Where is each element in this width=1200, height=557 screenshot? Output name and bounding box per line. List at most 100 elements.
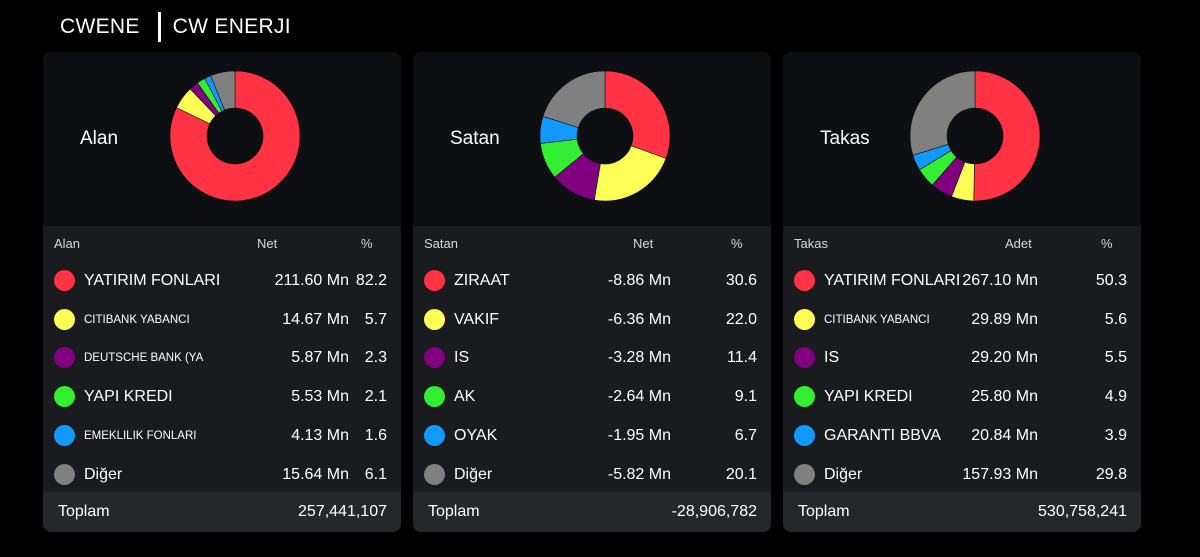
table-header: Satan Net%	[413, 236, 771, 252]
donut-slice-6	[542, 70, 606, 128]
legend-color-dot	[794, 386, 815, 408]
donut-chart	[539, 70, 671, 202]
row-name: Diğer	[824, 465, 863, 483]
donut-chart	[909, 70, 1041, 202]
row-percent: 20.1	[725, 465, 757, 483]
panel-takas: Takas Takas Adet% YATIRIM FONLARI 267.10 Mn 5…	[783, 52, 1141, 532]
table-row: GARANTI BBVA 20.84 Mn 3.9	[783, 417, 1141, 455]
legend-color-dot	[54, 463, 75, 485]
row-value: 5.87 Mn	[291, 349, 349, 367]
row-value: 157.93 Mn	[962, 465, 1038, 483]
row-name: VAKIF	[454, 310, 500, 328]
column-header-percent: %	[1101, 236, 1113, 251]
legend-color-dot	[54, 270, 75, 291]
column-header-name: Alan	[54, 236, 81, 251]
column-header-value: Net	[257, 236, 278, 251]
row-name: AK	[454, 388, 476, 406]
table-row: CITIBANK YABANCI 29.89 Mn 5.6	[783, 301, 1141, 339]
donut-slice-1	[973, 70, 1041, 202]
chart-area: Alan	[43, 52, 401, 226]
company-name: CW ENERJI	[172, 15, 291, 38]
table-header: Alan Net%	[43, 236, 401, 252]
table-row: DEUTSCHE BANK (YA... 5.87 Mn 2.3	[43, 339, 401, 377]
row-value: 5.53 Mn	[291, 388, 349, 406]
legend-color-dot	[424, 347, 445, 369]
donut-slice-6	[909, 70, 976, 156]
table-row: ZIRAAT -8.86 Mn 30.6	[413, 262, 771, 300]
total-value: 257,441,107	[298, 503, 387, 520]
table-row: YAPI KREDI 25.80 Mn 4.9	[783, 378, 1141, 416]
header-divider	[157, 12, 161, 42]
table-row: YAPI KREDI 5.53 Mn 2.1	[43, 378, 401, 416]
legend-color-dot	[794, 270, 815, 291]
row-value: 29.89 Mn	[971, 310, 1038, 328]
row-percent: 6.7	[734, 426, 757, 444]
row-value: -5.82 Mn	[607, 465, 671, 483]
row-percent: 5.7	[364, 310, 387, 328]
row-value: 4.13 Mn	[291, 426, 349, 444]
legend-color-dot	[54, 308, 75, 330]
legend-color-dot	[424, 270, 445, 291]
row-percent: 82.2	[355, 272, 387, 289]
row-value: 14.67 Mn	[282, 310, 349, 328]
table-row: EMEKLILIK FONLARI 4.13 Mn 1.6	[43, 417, 401, 455]
chart-area: Takas	[783, 52, 1141, 226]
row-value: 211.60 Mn	[274, 272, 349, 289]
row-value: -6.36 Mn	[607, 310, 671, 328]
panel-alan: Alan Alan Net% YATIRIM FONLARI 211.60 Mn 82.2…	[43, 52, 401, 532]
row-percent: 29.8	[1095, 465, 1127, 483]
legend-color-dot	[54, 386, 75, 408]
row-name: GARANTI BBVA	[824, 426, 942, 444]
legend-color-dot	[794, 308, 815, 330]
row-name: YATIRIM FONLARI	[84, 272, 221, 289]
table-row: IS 29.20 Mn 5.5	[783, 339, 1141, 377]
table-row: OYAK -1.95 Mn 6.7	[413, 417, 771, 455]
legend-color-dot	[54, 424, 75, 446]
row-percent: 5.6	[1104, 310, 1127, 328]
row-value: -1.95 Mn	[607, 426, 671, 444]
table-row: YATIRIM FONLARI 267.10 Mn 50.3	[783, 262, 1141, 300]
table-row: YATIRIM FONLARI 211.60 Mn 82.2	[43, 262, 401, 300]
row-name: DEUTSCHE BANK (YA...	[84, 352, 204, 365]
total-label: Toplam	[428, 503, 480, 520]
donut-slice-2	[593, 145, 667, 202]
column-header-name: Takas	[794, 236, 828, 251]
total-label: Toplam	[798, 503, 850, 520]
row-name: Diğer	[454, 465, 493, 483]
row-percent: 30.6	[725, 272, 757, 289]
donut-slice-6	[210, 70, 236, 111]
row-percent: 1.6	[364, 426, 387, 444]
column-header-value: Net	[633, 236, 654, 251]
legend-color-dot	[54, 347, 75, 369]
table-row: Diğer -5.82 Mn 20.1	[413, 456, 771, 494]
row-percent: 2.3	[364, 349, 387, 367]
row-percent: 9.1	[734, 388, 757, 406]
legend-color-dot	[424, 463, 445, 485]
table-row: AK -2.64 Mn 9.1	[413, 378, 771, 416]
row-name: OYAK	[454, 426, 498, 444]
column-header-percent: %	[361, 236, 373, 251]
row-value: -3.28 Mn	[607, 349, 671, 367]
table-row: CITIBANK YABANCI 14.67 Mn 5.7	[43, 301, 401, 339]
table-row: Diğer 15.64 Mn 6.1	[43, 456, 401, 494]
chart-area: Satan	[413, 52, 771, 226]
donut-slice-1	[604, 70, 671, 159]
row-percent: 6.1	[364, 465, 387, 483]
row-value: 15.64 Mn	[282, 465, 349, 483]
legend-color-dot	[794, 424, 815, 446]
row-name: YAPI KREDI	[84, 388, 173, 406]
row-percent: 3.9	[1104, 426, 1127, 444]
page-header: CWENE CW ENERJI	[60, 12, 291, 42]
ticker-symbol: CWENE	[60, 15, 140, 38]
row-value: 29.20 Mn	[971, 349, 1038, 367]
table-row: VAKIF -6.36 Mn 22.0	[413, 301, 771, 339]
row-percent: 4.9	[1104, 388, 1127, 406]
row-percent: 50.3	[1095, 272, 1127, 289]
row-percent: 11.4	[727, 349, 757, 367]
panel-satan: Satan Satan Net% ZIRAAT -8.86 Mn 30.6 VAKIF -6.…	[413, 52, 771, 532]
row-percent: 2.1	[364, 388, 387, 406]
total-row: Toplam 257,441,107	[43, 492, 401, 532]
row-percent: 5.5	[1104, 349, 1127, 367]
chart-label: Alan	[80, 128, 119, 149]
total-value: 530,758,241	[1038, 503, 1127, 520]
